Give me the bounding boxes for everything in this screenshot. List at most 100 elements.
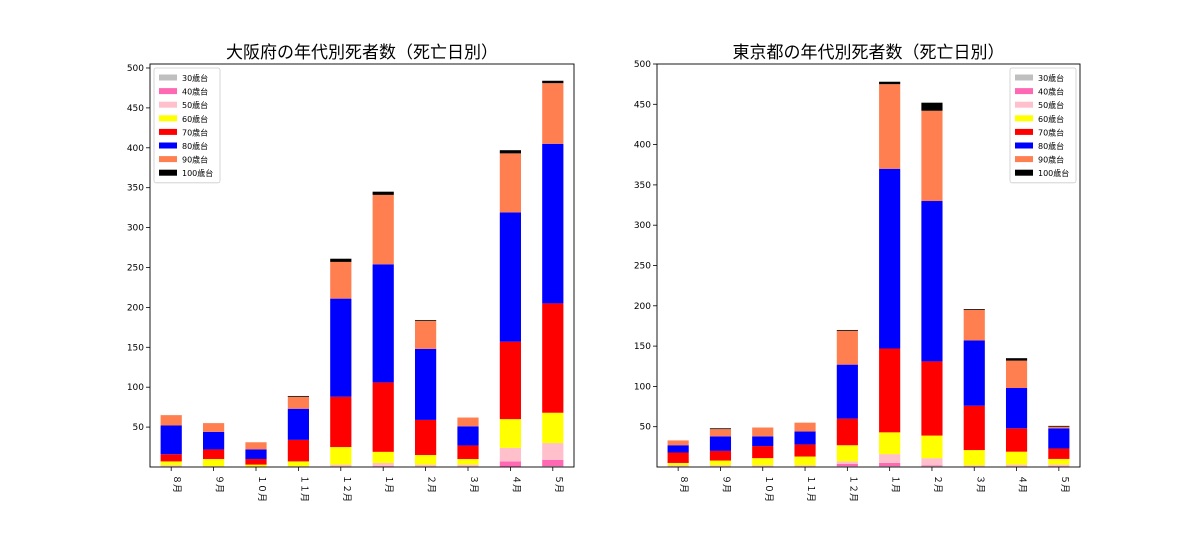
bar-segment-3-7 <box>245 442 267 450</box>
y-tick-label: 350 <box>127 184 144 194</box>
legend-swatch <box>1015 101 1033 108</box>
y-tick-label: 200 <box>127 303 144 313</box>
y-tick-label: 150 <box>127 343 144 353</box>
chart-1: 大阪府の年代別死者数（死亡日別） ８月 ９月 １０月 １１月 １２月 １月 ２月 ３月 ４月 ５月 5… <box>127 43 575 502</box>
legend-box <box>1009 67 1077 184</box>
bar-segment-9-3 <box>499 447 521 462</box>
bar-segment-8-8 <box>963 309 985 310</box>
bar-segment-1-6 <box>667 445 689 453</box>
legend-swatch <box>159 128 177 135</box>
bar-segment-10-3 <box>542 443 564 460</box>
bar-segment-3-3 <box>752 465 774 467</box>
bar-segment-10-7 <box>542 83 564 144</box>
y-tick-label: 100 <box>127 383 144 393</box>
bar-segment-1-5 <box>667 452 689 463</box>
y-tick-label: 50 <box>133 423 145 433</box>
legend-swatch <box>159 88 177 95</box>
bar-segment-5-8 <box>330 258 352 262</box>
bar-segment-10-8 <box>542 80 564 84</box>
x-tick-label: ８月 <box>678 475 689 493</box>
x-tick-label: ８月 <box>171 475 182 493</box>
bar-segment-5-6 <box>330 298 352 397</box>
bar-segment-9-5 <box>499 341 521 420</box>
y-tick-label: 100 <box>634 382 651 392</box>
bar-segment-2-7 <box>203 423 225 432</box>
bar-segment-5-4 <box>836 445 858 462</box>
bar-segment-6-7 <box>879 84 901 169</box>
bar-segment-7-2 <box>921 465 943 467</box>
legend-swatch <box>1015 74 1033 81</box>
y-tick-label: 450 <box>634 100 651 110</box>
x-tick-label: ３月 <box>468 475 479 493</box>
bar-segment-2-5 <box>709 450 732 461</box>
bar-segment-7-3 <box>921 458 943 466</box>
legend-label: 60歳台 <box>182 114 208 124</box>
bar-segment-1-3 <box>667 465 689 467</box>
legend-swatch <box>1015 128 1033 135</box>
bar-segment-2-3 <box>709 465 732 467</box>
bar-segment-9-8 <box>1005 358 1028 361</box>
x-tick-label: ３月 <box>974 475 985 493</box>
bar-segment-9-4 <box>499 419 521 448</box>
x-tick-label: １１月 <box>805 475 816 502</box>
bar-segment-9-6 <box>1005 388 1028 429</box>
legend-swatch <box>159 169 177 176</box>
bar-segment-7-8 <box>921 102 943 111</box>
bar-segment-5-7 <box>836 330 858 365</box>
y-tick-label: 500 <box>634 60 651 70</box>
bar-segment-6-5 <box>372 382 394 452</box>
bar-segment-4-3 <box>794 465 816 467</box>
bar-segment-3-5 <box>752 446 774 459</box>
bar-segment-9-4 <box>1005 451 1028 465</box>
legend-label: 40歳台 <box>182 87 208 97</box>
x-tick-label: １０月 <box>256 475 267 502</box>
bar-segment-10-8 <box>1048 425 1070 427</box>
bar-segment-3-6 <box>752 436 774 447</box>
legend-label: 90歳台 <box>1038 155 1064 165</box>
x-tick-label: ９月 <box>720 475 731 493</box>
x-tick-label: １月 <box>383 475 394 493</box>
legend-box <box>153 67 221 184</box>
bar-segment-6-8 <box>879 81 901 85</box>
x-tick-label: １月 <box>890 475 901 493</box>
bar-segment-8-7 <box>457 417 479 427</box>
bar-segment-9-6 <box>499 212 521 342</box>
bar-segment-6-6 <box>879 168 901 349</box>
bar-segment-5-3 <box>330 464 352 467</box>
bar-segment-3-4 <box>245 464 267 467</box>
bar-segment-6-5 <box>879 348 901 433</box>
bar-segment-1-4 <box>160 461 182 466</box>
bar-segment-7-3 <box>415 464 437 467</box>
chart-title: 大阪府の年代別死者数（死亡日別） <box>226 43 498 63</box>
bar-segment-1-5 <box>160 454 182 462</box>
bar-segment-3-5 <box>245 459 267 465</box>
chart-title: 東京都の年代別死者数（死亡日別） <box>733 43 1005 63</box>
legend-label: 30歳台 <box>182 73 208 83</box>
bar-segment-7-4 <box>921 435 943 459</box>
y-tick-label: 250 <box>634 262 651 272</box>
bar-segment-9-7 <box>499 153 521 213</box>
bar-segment-7-8 <box>415 320 437 321</box>
bar-segment-5-8 <box>836 329 858 331</box>
bar-segment-7-5 <box>921 361 943 436</box>
x-tick-label: ５月 <box>1059 475 1070 493</box>
bar-segment-7-4 <box>415 455 437 465</box>
x-tick-label: ２月 <box>932 475 943 493</box>
bar-segment-4-7 <box>794 422 816 432</box>
bar-segment-4-5 <box>794 444 816 457</box>
bar-segment-4-8 <box>287 395 309 397</box>
x-tick-label: ２月 <box>426 475 437 493</box>
bar-segment-9-8 <box>499 150 521 154</box>
bar-segment-8-3 <box>457 464 479 467</box>
y-tick-label: 500 <box>127 64 144 74</box>
bar-segment-10-2 <box>542 459 564 467</box>
chart-2: 東京都の年代別死者数（死亡日別） ８月 ９月 １０月 １１月 １２月 １月 ２月 ３月 ４月 ５月 5… <box>634 43 1081 502</box>
bar-segment-8-5 <box>457 445 479 460</box>
x-tick-label: ４月 <box>510 475 521 493</box>
bar-segment-7-7 <box>921 110 943 202</box>
bar-segment-10-7 <box>1048 426 1070 429</box>
bar-segment-5-5 <box>836 418 858 446</box>
y-tick-label: 250 <box>127 263 144 273</box>
x-tick-label: １２月 <box>847 475 858 502</box>
legend-swatch <box>159 101 177 108</box>
